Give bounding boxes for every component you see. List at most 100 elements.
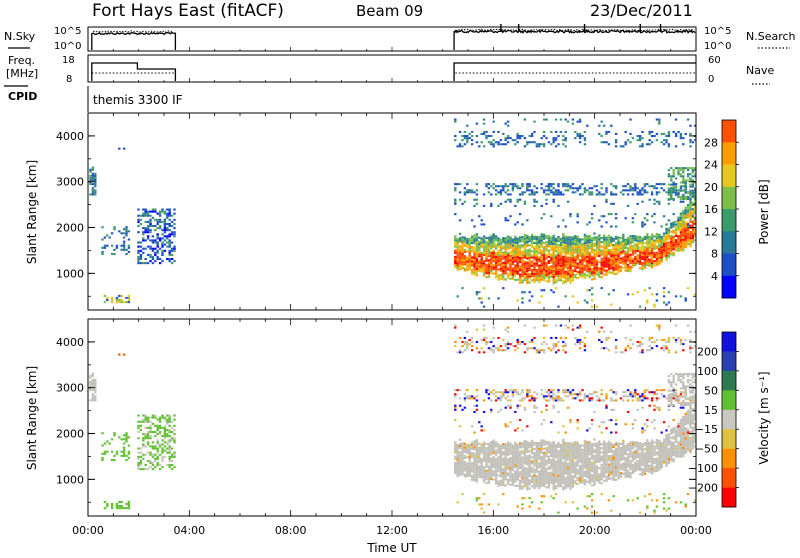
velocity-cell (531, 341, 533, 343)
power-cell (171, 262, 173, 264)
power-cell (459, 266, 461, 268)
power-cell (689, 231, 691, 233)
power-cell (646, 219, 648, 221)
velocity-cell (545, 343, 547, 345)
power-cell (589, 251, 591, 253)
power-cell (560, 131, 562, 133)
velocity-cell (476, 347, 478, 349)
power-cell (675, 135, 677, 137)
velocity-cell (572, 486, 574, 488)
power-cell (111, 253, 113, 255)
power-cell (519, 255, 521, 257)
power-cell (469, 248, 471, 250)
power-cell (589, 268, 591, 270)
velocity-cell (509, 405, 511, 407)
velocity-cell (493, 349, 495, 351)
power-cell (613, 238, 615, 240)
velocity-cell (555, 463, 557, 465)
velocity-cell (581, 459, 583, 461)
power-cell (567, 263, 569, 265)
power-cell (166, 242, 168, 244)
power-cell (497, 258, 499, 260)
power-cell (512, 257, 514, 259)
power-cell (550, 272, 552, 274)
power-cell (675, 295, 677, 297)
velocity-cell (483, 329, 485, 331)
velocity-cell (545, 443, 547, 445)
velocity-cell (478, 447, 480, 449)
velocity-cell (589, 451, 591, 453)
velocity-cell (481, 468, 483, 470)
velocity-cell (111, 503, 113, 505)
power-cell (524, 236, 526, 238)
velocity-cell (536, 471, 538, 473)
velocity-cell (533, 487, 535, 489)
power-cell (685, 217, 687, 219)
power-cell (617, 247, 619, 249)
power-cell (149, 225, 151, 227)
power-cell (634, 189, 636, 191)
velocity-cell (533, 391, 535, 393)
power-cell (553, 255, 555, 257)
power-cell (565, 183, 567, 185)
velocity-cell (601, 476, 603, 478)
velocity-cell (517, 450, 519, 452)
power-cell (121, 245, 123, 247)
power-cell (553, 247, 555, 249)
velocity-cell (152, 462, 154, 464)
velocity-cell (593, 484, 595, 486)
velocity-cell (557, 481, 559, 483)
velocity-cell (485, 455, 487, 457)
velocity-cell (104, 501, 106, 503)
velocity-cell (154, 460, 156, 462)
power-cell (512, 267, 514, 269)
velocity-cell (569, 471, 571, 473)
power-cell (687, 216, 689, 218)
power-cell (500, 261, 502, 263)
velocity-cell (605, 407, 607, 409)
power-cell (555, 131, 557, 133)
power-cell (502, 278, 504, 280)
power-cell (481, 256, 483, 258)
velocity-cell (543, 351, 545, 353)
power-cell (562, 264, 564, 266)
power-cell (670, 245, 672, 247)
velocity-cell (476, 405, 478, 407)
power-cell (524, 246, 526, 248)
power-cell (557, 279, 559, 281)
power-cell (104, 301, 106, 303)
velocity-cell (557, 477, 559, 479)
velocity-cell (557, 460, 559, 462)
power-cell (161, 233, 163, 235)
velocity-cell (497, 483, 499, 485)
velocity-cell (121, 507, 123, 509)
power-cell (685, 297, 687, 299)
power-cell (497, 242, 499, 244)
velocity-cell (473, 471, 475, 473)
velocity-cell (497, 448, 499, 450)
velocity-cell (461, 473, 463, 475)
velocity-cell (581, 482, 583, 484)
power-cell (541, 244, 543, 246)
velocity-cell (493, 474, 495, 476)
velocity-cell (531, 471, 533, 473)
power-cell (680, 242, 682, 244)
velocity-cell (538, 351, 540, 353)
power-cell (605, 189, 607, 191)
velocity-cell (495, 399, 497, 401)
power-cell (637, 244, 639, 246)
power-cell (649, 236, 651, 238)
velocity-cell (505, 464, 507, 466)
power-cell (543, 248, 545, 250)
power-cell (577, 248, 579, 250)
velocity-cell (560, 452, 562, 454)
velocity-cell (548, 472, 550, 474)
power-cell (169, 215, 171, 217)
power-cell (169, 258, 171, 260)
freq-trace-2 (454, 63, 696, 81)
velocity-cell (584, 458, 586, 460)
power-cell (500, 276, 502, 278)
velocity-cell (538, 456, 540, 458)
power-cell (454, 239, 456, 241)
velocity-cell (610, 443, 612, 445)
